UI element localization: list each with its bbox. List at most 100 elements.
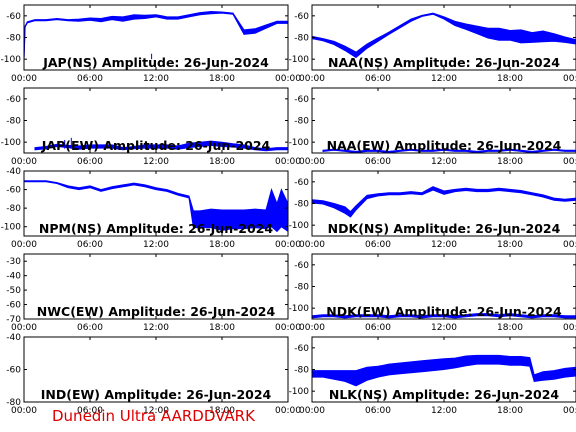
x-tick-label: 12:00 [431, 406, 457, 416]
x-tick-label: 00:00 [11, 323, 37, 333]
x-tick-label: 18:00 [209, 240, 235, 250]
x-tick-label: 18:00 [497, 74, 523, 84]
y-tick-label: -60 [294, 178, 309, 188]
series-line-1 [312, 359, 576, 379]
x-tick-label: 00:00 [563, 74, 576, 84]
panel-title: NPM(NS) Amplitude: 26-Jun-2024 [39, 221, 273, 236]
y-tick-label: -100 [289, 138, 310, 148]
y-tick-label: -60 [6, 186, 21, 196]
x-tick-label: 00:00 [563, 240, 576, 250]
y-tick-label: -80 [294, 117, 309, 127]
series-band-1 [34, 140, 288, 152]
series-line-1 [322, 149, 576, 153]
x-tick-label: 00:00 [11, 157, 37, 167]
panel-title: NAA(EW) Amplitude: 26-Jun-2024 [327, 138, 562, 153]
panel-6: 00:00 06:00 12:00 18:00 00:00 -100 -80 -60 NDK(N… [289, 170, 576, 250]
y-tick-label: -100 [289, 221, 310, 231]
panel-title: NDK(EW) Amplitude: 26-Jun-2024 [326, 304, 562, 319]
series-line-1 [312, 187, 576, 215]
x-tick-label: 06:00 [365, 240, 391, 250]
x-tick-label: 18:00 [209, 406, 235, 416]
x-tick-label: 00:00 [563, 323, 576, 333]
x-tick-label: 12:00 [143, 74, 169, 84]
y-tick-label: -60 [294, 344, 309, 354]
x-tick-label: 18:00 [497, 323, 523, 333]
series-band-1 [24, 10, 288, 60]
y-tick-label: -60 [294, 95, 309, 105]
x-tick-label: 18:00 [209, 74, 235, 84]
x-tick-label: 00:00 [275, 323, 301, 333]
y-tick-label: -80 [294, 366, 309, 376]
series-line-1 [24, 12, 288, 60]
series-line-1 [312, 314, 576, 318]
x-tick-label: 00:00 [275, 74, 301, 84]
x-tick-label: 12:00 [431, 74, 457, 84]
trace-group [24, 10, 288, 60]
panel-title: NLK(NS) Amplitude: 26-Jun-2024 [329, 387, 560, 402]
panel-5: 00:00 06:00 12:00 18:00 00:00 -100 -80 -60 -40 NP… [1, 167, 302, 250]
x-tick-label: 00:00 [11, 74, 37, 84]
panel-7: 00:00 06:00 12:00 18:00 00:00-70-60-50-40-30… [6, 253, 301, 333]
credit-label: Dunedin Ultra AARDDVARK [52, 407, 255, 425]
series-line-1 [34, 142, 288, 151]
panel-8: 00:00 06:00 12:00 18:00 00:00 -100 -80 -60 NDK(E… [289, 253, 576, 333]
panel-2: 00:00 06:00 12:00 18:00 00:00 -100 -80 -60 NAA(N… [289, 4, 576, 84]
x-tick-label: 00:00 [563, 157, 576, 167]
x-tick-label: 12:00 [431, 157, 457, 167]
y-tick-label: -100 [289, 304, 310, 314]
trace-group [312, 313, 576, 319]
y-tick-label: -60 [294, 261, 309, 271]
y-tick-label: -70 [6, 315, 21, 325]
x-tick-label: 18:00 [497, 157, 523, 167]
y-tick-label: -40 [6, 167, 21, 177]
y-tick-label: -60 [6, 366, 21, 376]
y-tick-label: -60 [294, 12, 309, 22]
y-tick-label: -50 [6, 286, 21, 296]
panel-title: JAP(NS) Amplitude: 26-Jun-2024 [42, 55, 269, 70]
series-band-1 [312, 186, 576, 218]
x-tick-label: 06:00 [77, 240, 103, 250]
x-tick-label: 18:00 [497, 406, 523, 416]
y-tick-label: -80 [6, 34, 21, 44]
series-line-1 [312, 13, 576, 56]
y-tick-label: -60 [6, 95, 21, 105]
panel-4: 00:00 06:00 12:00 18:00 00:00 -100 -80 -60 NAA(E… [289, 87, 576, 167]
trace-group [34, 137, 288, 152]
panel-title: NDK(NS) Amplitude: 26-Jun-2024 [328, 221, 561, 236]
y-tick-label: -40 [6, 333, 21, 343]
x-tick-label: 00:00 [275, 157, 301, 167]
y-tick-label: -80 [294, 283, 309, 293]
panel-title: IND(EW) Amplitude: 26-Jun-2024 [41, 387, 272, 402]
trace-group [312, 354, 576, 387]
series-line-1 [24, 180, 288, 221]
trace-group [322, 148, 576, 153]
x-tick-label: 06:00 [77, 406, 103, 416]
x-tick-label: 00:00 [11, 240, 37, 250]
y-tick-label: -100 [1, 55, 22, 65]
x-tick-label: 00:00 [299, 157, 325, 167]
x-tick-label: 18:00 [497, 240, 523, 250]
x-tick-label: 06:00 [77, 323, 103, 333]
x-tick-label: 06:00 [77, 157, 103, 167]
x-tick-label: 06:00 [365, 406, 391, 416]
x-tick-label: 00:00 [11, 406, 37, 416]
x-tick-label: 12:00 [431, 323, 457, 333]
trace-group [312, 12, 576, 59]
x-tick-label: 00:00 [275, 406, 301, 416]
x-tick-label: 12:00 [143, 323, 169, 333]
x-tick-label: 00:00 [299, 240, 325, 250]
panel-3: 00:00 06:00 12:00 18:00 00:00 -100 -80 -60 JAP(E… [1, 87, 301, 167]
x-tick-label: 00:00 [299, 406, 325, 416]
y-tick-label: -80 [6, 117, 21, 127]
trace-group [312, 186, 576, 218]
series-band-1 [24, 180, 288, 233]
x-tick-label: 18:00 [209, 323, 235, 333]
panel-1: 00:00 06:00 12:00 18:00 00:00 -100 -80 -60 JAP(N… [1, 4, 301, 84]
y-tick-label: -100 [289, 387, 310, 397]
x-tick-label: 06:00 [365, 157, 391, 167]
x-tick-label: 12:00 [431, 240, 457, 250]
y-tick-label: -80 [294, 200, 309, 210]
y-tick-label: -100 [1, 223, 22, 233]
panel-title: NWC(EW) Amplitude: 26-Jun-2024 [37, 304, 276, 319]
